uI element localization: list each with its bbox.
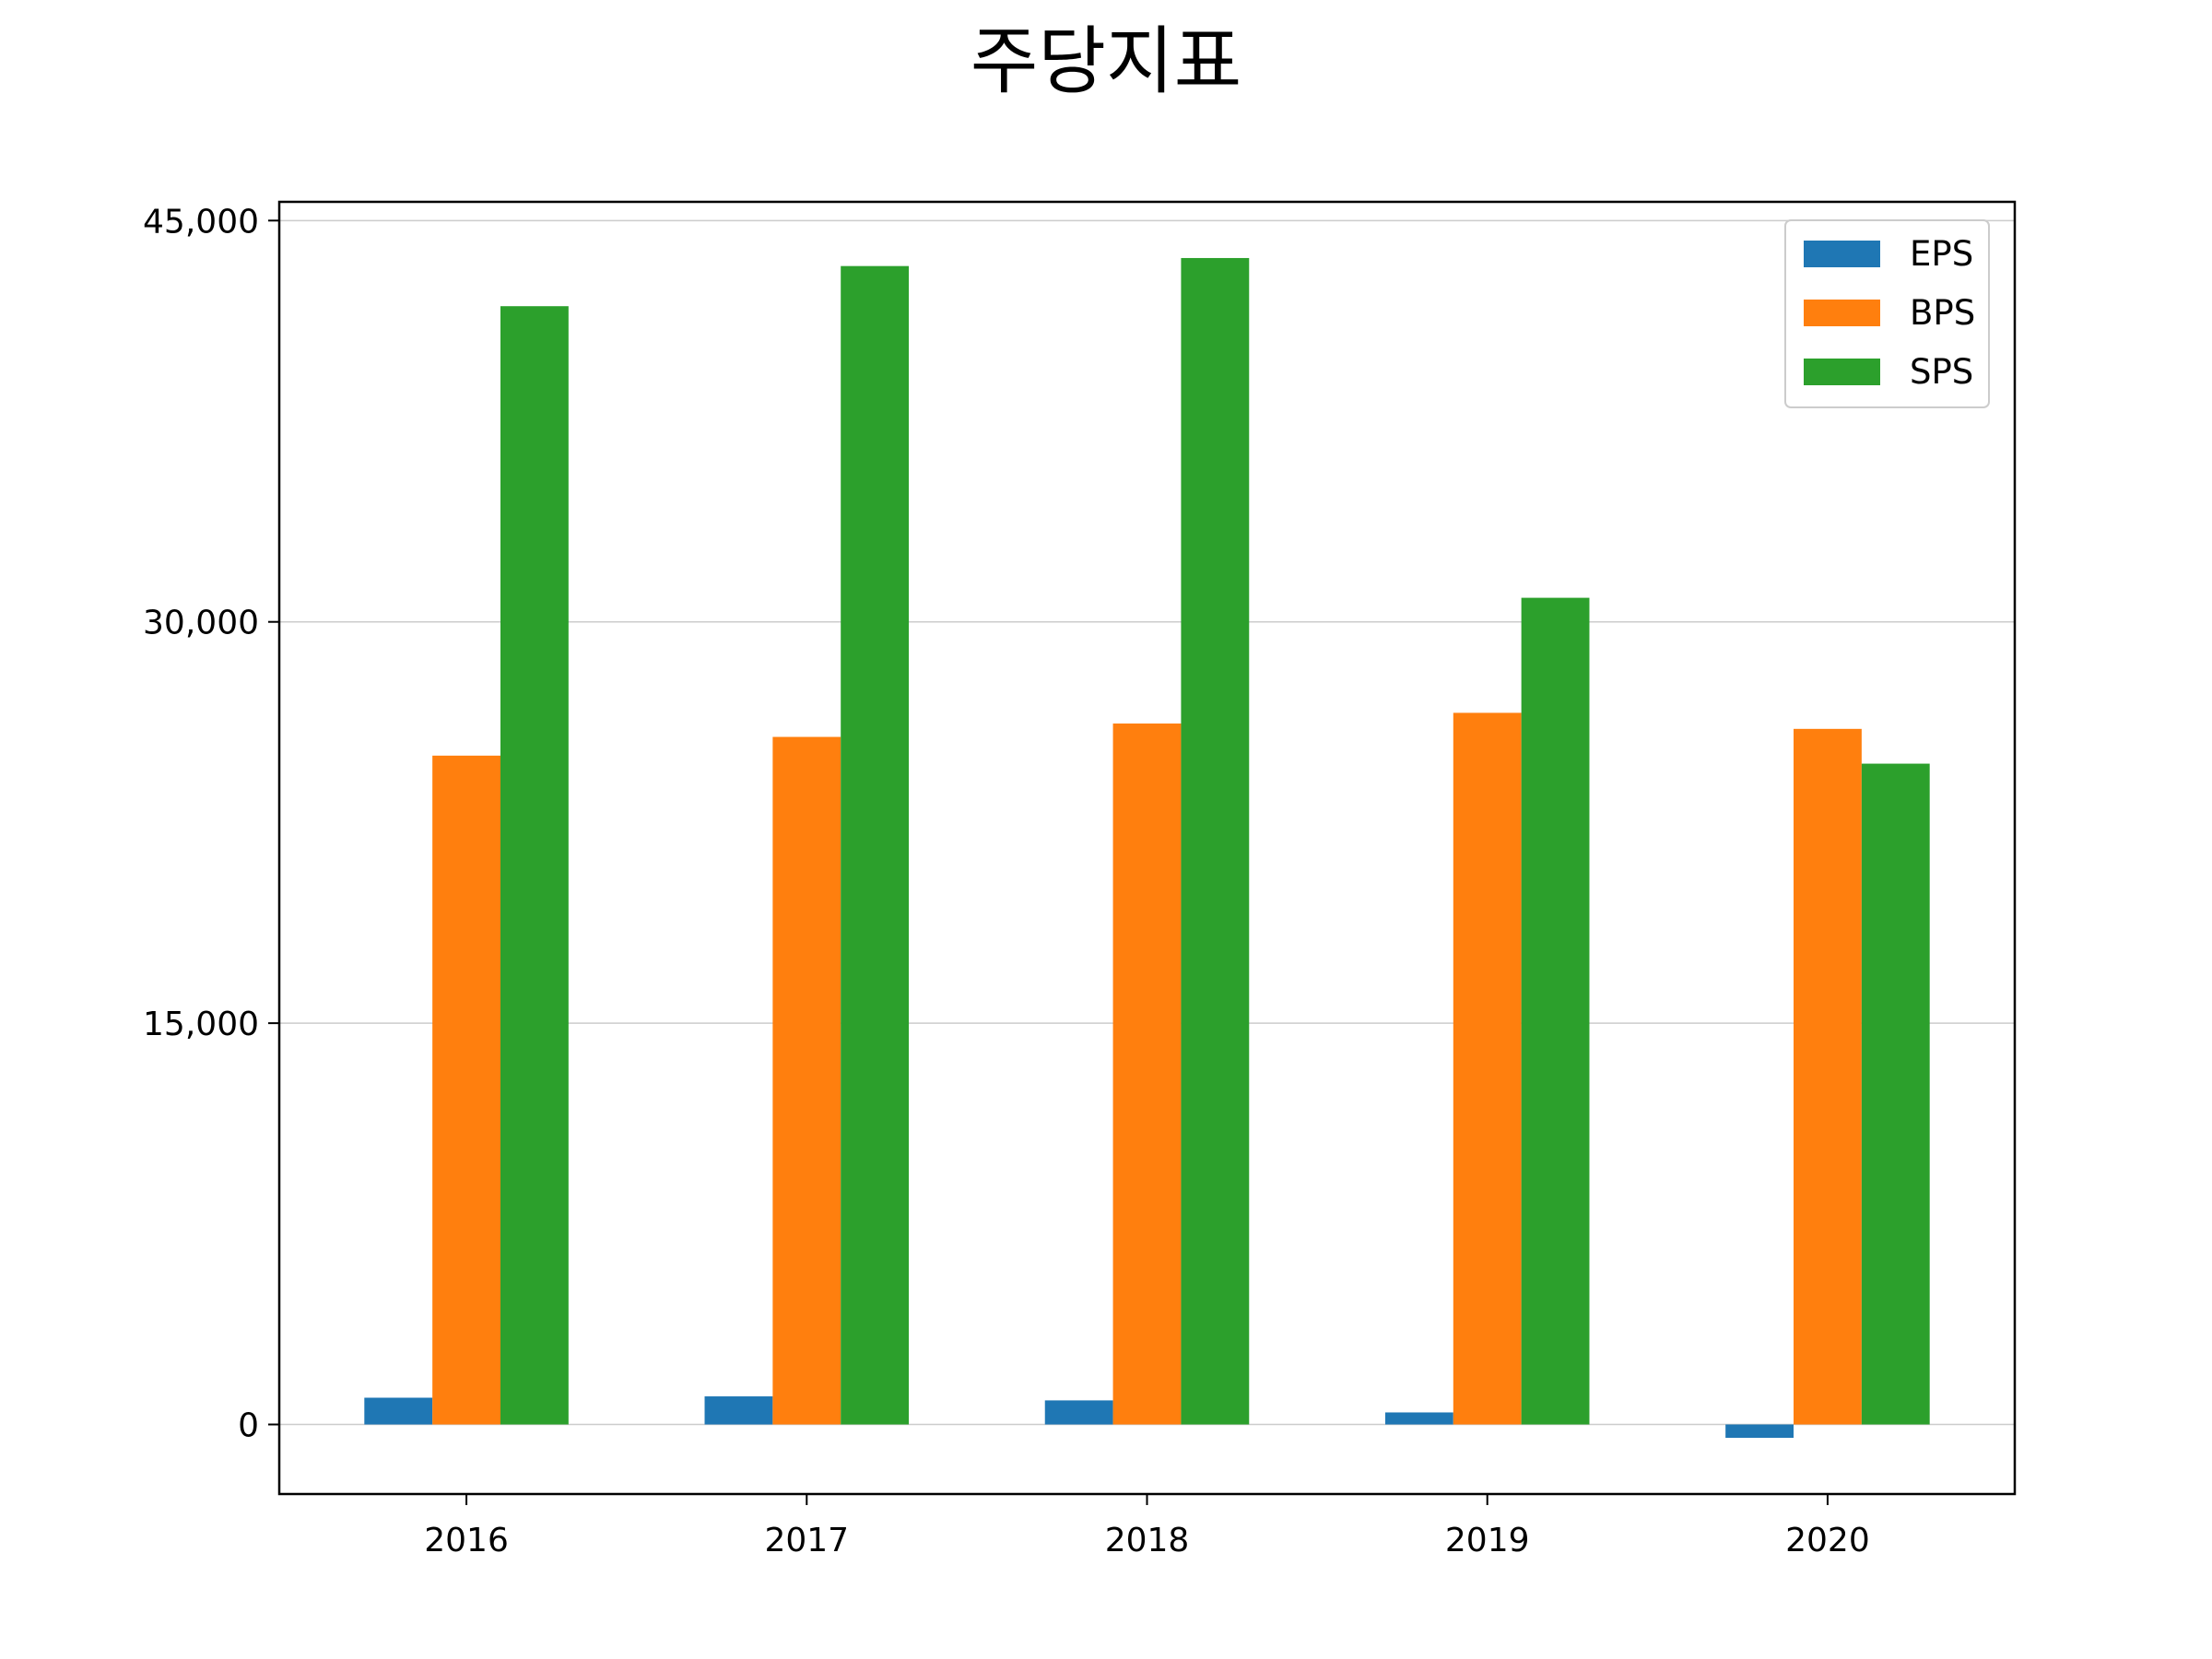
bar-eps-2017 — [704, 1396, 773, 1425]
bar-bps-2016 — [432, 755, 500, 1425]
bars — [364, 257, 1930, 1439]
y-axis: 0 15,000 30,000 45,000 — [143, 203, 279, 1445]
bar-eps-2020 — [1725, 1424, 1794, 1439]
legend-swatch-sps — [1804, 359, 1880, 385]
x-tick-label: 2017 — [764, 1522, 849, 1559]
bar-eps-2018 — [1044, 1400, 1113, 1425]
bar-sps-2019 — [1521, 597, 1590, 1425]
legend-label-eps: EPS — [1910, 234, 1973, 274]
bar-sps-2020 — [1861, 763, 1930, 1425]
y-tick-label: 0 — [238, 1407, 259, 1445]
bar-bps-2020 — [1794, 728, 1862, 1425]
x-tick-label: 2020 — [1785, 1522, 1870, 1559]
bar-eps-2016 — [364, 1397, 433, 1425]
bar-bps-2017 — [772, 736, 841, 1425]
bar-sps-2017 — [841, 265, 910, 1425]
bar-sps-2016 — [500, 306, 569, 1425]
y-tick-label: 30,000 — [143, 605, 259, 642]
legend-swatch-bps — [1804, 300, 1880, 326]
bar-bps-2019 — [1453, 712, 1522, 1425]
legend: EPS BPS SPS — [1784, 219, 1990, 408]
legend-label-sps: SPS — [1910, 352, 1973, 392]
y-tick-label: 45,000 — [143, 203, 259, 241]
legend-swatch-eps — [1804, 241, 1880, 267]
bar-bps-2018 — [1112, 724, 1182, 1425]
x-tick-label: 2018 — [1105, 1522, 1190, 1559]
legend-label-bps: BPS — [1910, 293, 1975, 333]
x-axis: 2016 2017 2018 2019 2020 — [424, 1494, 1870, 1559]
x-tick-label: 2016 — [424, 1522, 509, 1559]
bar-eps-2019 — [1384, 1412, 1453, 1425]
y-tick-label: 15,000 — [143, 1006, 259, 1043]
chart-title: 주당지표 — [970, 18, 1242, 104]
bar-sps-2018 — [1181, 257, 1250, 1425]
x-tick-label: 2019 — [1445, 1522, 1530, 1559]
